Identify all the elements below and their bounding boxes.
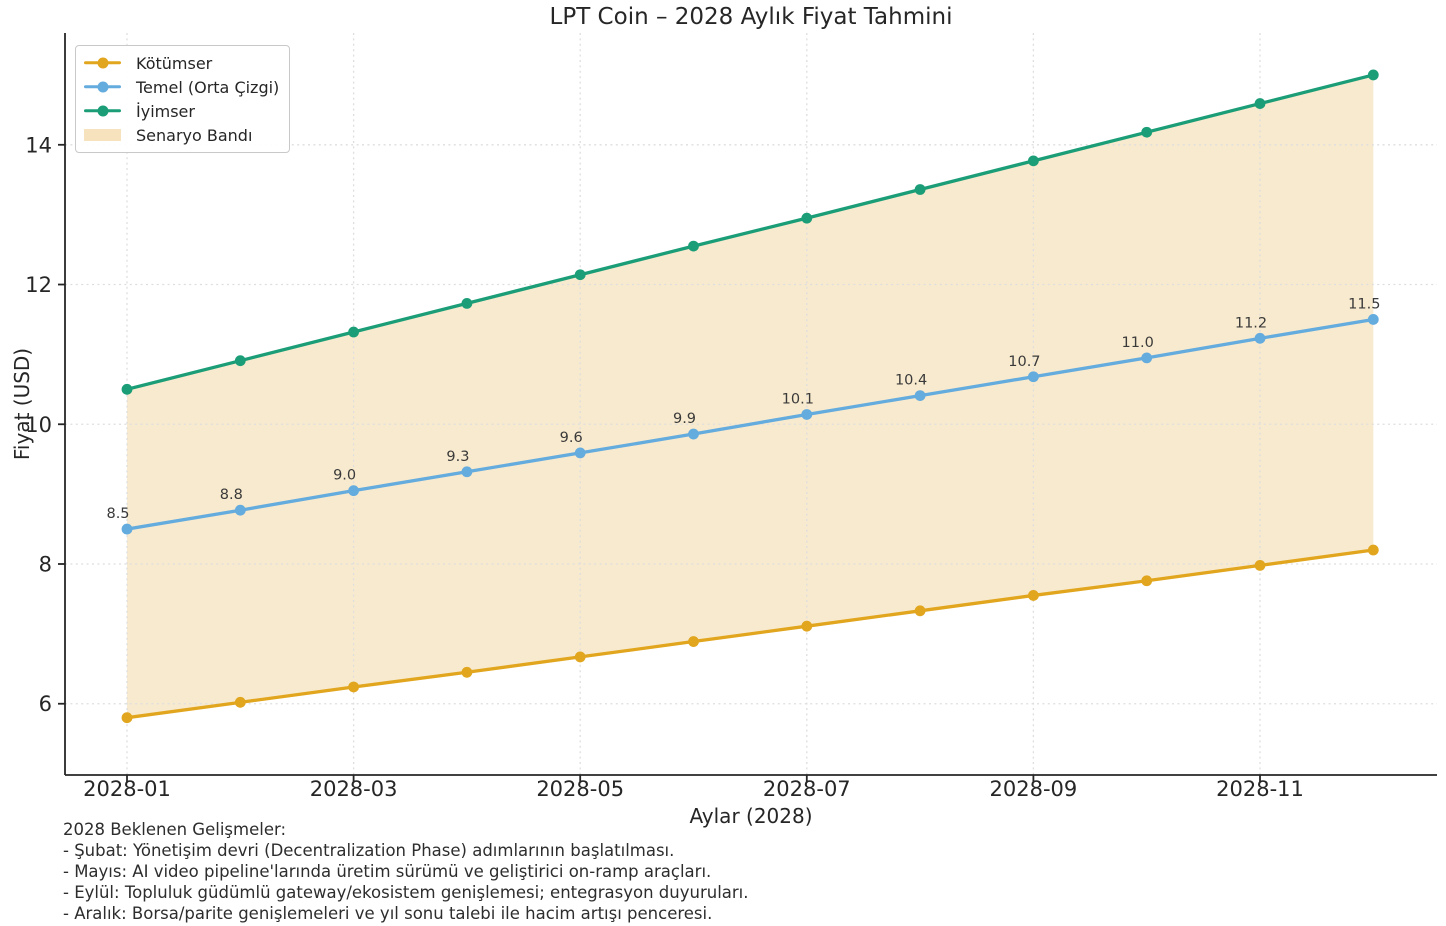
data-point <box>1254 98 1266 109</box>
note-line: - Aralık: Borsa/parite genişlemeleri ve … <box>63 904 713 923</box>
data-point-label: 9.6 <box>560 430 583 446</box>
data-point <box>574 447 586 459</box>
legend-item-2: Temel (Orta Çizgi) <box>84 76 281 98</box>
data-point <box>121 523 133 535</box>
data-point <box>574 651 586 663</box>
y-tick-label: 8 <box>39 552 52 576</box>
data-point-label: 11.0 <box>1122 335 1154 351</box>
note-line: - Şubat: Yönetişim devri (Decentralizati… <box>63 841 675 860</box>
legend-label: Kötümser <box>136 53 213 73</box>
legend-item-3: İyimser <box>84 100 281 122</box>
note-line: - Mayıs: AI video pipeline'larında üreti… <box>63 862 712 881</box>
data-point <box>801 212 813 224</box>
legend-item-1: Kötümser <box>84 52 281 74</box>
data-point <box>1028 371 1039 383</box>
y-tick-label: 14 <box>25 133 52 157</box>
data-point-label: 9.0 <box>333 468 356 484</box>
data-point-label: 11.5 <box>1348 296 1380 312</box>
data-point-label: 8.5 <box>106 506 129 522</box>
data-point-label: 8.8 <box>220 487 243 503</box>
data-point-label: 9.3 <box>446 449 469 465</box>
data-point <box>1141 126 1153 138</box>
data-point <box>1028 155 1039 167</box>
line-marker-swatch-icon <box>84 56 121 70</box>
series-line-kotumser <box>125 548 1375 720</box>
y-tick-label: 12 <box>25 273 52 297</box>
data-point <box>801 620 813 632</box>
x-tick-label: 2028-05 <box>536 777 624 801</box>
data-point <box>121 383 133 395</box>
data-point <box>461 466 473 478</box>
data-point <box>1028 590 1039 601</box>
x-tick-label: 2028-01 <box>83 777 171 801</box>
note-line: - Eylül: Topluluk güdümlü gateway/ekosis… <box>63 883 749 902</box>
data-point <box>1141 352 1153 364</box>
legend-label: İyimser <box>136 101 195 121</box>
scenario-band <box>127 74 1374 718</box>
legend-item-4: Senaryo Bandı <box>84 124 281 146</box>
data-point <box>1254 559 1266 571</box>
legend-label: Senaryo Bandı <box>136 125 253 145</box>
y-tick-label: 6 <box>39 692 52 716</box>
line-marker-swatch-icon <box>84 104 121 118</box>
legend-label: Temel (Orta Çizgi) <box>136 77 280 97</box>
data-point <box>1367 314 1379 325</box>
legend: Kötümser Temel (Orta Çizgi) İyimser Senaryo… <box>75 45 290 153</box>
y-tick-label: 10 <box>25 413 52 437</box>
series-line-temel <box>125 317 1375 531</box>
data-point <box>574 269 586 281</box>
line-marker-swatch-icon <box>84 80 121 94</box>
data-point <box>461 666 473 678</box>
data-point-label: 10.4 <box>895 373 927 389</box>
data-point <box>234 696 246 708</box>
x-axis-label: Aylar (2028) <box>689 804 813 828</box>
chart-title: LPT Coin – 2028 Aylık Fiyat Tahmini <box>549 4 953 30</box>
data-point <box>914 184 926 195</box>
data-point-label: 11.2 <box>1235 315 1267 331</box>
data-point <box>1254 332 1266 344</box>
data-point <box>348 326 359 338</box>
data-point-label: 9.9 <box>673 411 696 427</box>
data-point <box>234 504 246 516</box>
data-point <box>688 428 699 440</box>
x-tick-label: 2028-07 <box>763 777 851 801</box>
x-tick-label: 2028-11 <box>1216 777 1304 801</box>
data-point <box>688 636 699 647</box>
data-point <box>688 240 699 252</box>
data-point <box>914 605 926 617</box>
data-point <box>121 712 133 724</box>
data-point <box>461 297 473 309</box>
data-point <box>234 355 246 367</box>
y-axis-label: Fiyat (USD) <box>10 347 34 461</box>
x-tick-label: 2028-03 <box>310 777 398 801</box>
data-point <box>348 485 359 497</box>
data-point-label: 10.7 <box>1008 354 1040 370</box>
data-point <box>1141 575 1153 587</box>
series-line-iyimser <box>125 73 1375 391</box>
data-point <box>914 390 926 402</box>
data-point <box>801 409 813 420</box>
data-point <box>348 681 359 693</box>
data-point <box>1367 544 1379 556</box>
x-tick-label: 2028-09 <box>990 777 1078 801</box>
note-line: 2028 Beklenen Gelişmeler: <box>63 820 287 839</box>
data-point-label: 10.1 <box>782 391 814 407</box>
data-point <box>1367 69 1379 81</box>
band-swatch-icon <box>84 128 121 142</box>
footnotes: 2028 Beklenen Gelişmeler: - Şubat: Yöneti… <box>63 819 749 924</box>
